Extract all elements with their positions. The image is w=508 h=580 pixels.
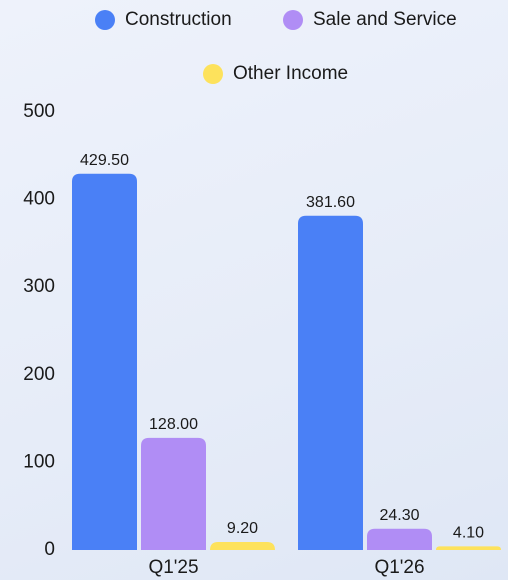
legend-swatch [283, 10, 303, 30]
value-label: 24.30 [379, 507, 419, 524]
legend-swatch [203, 64, 223, 84]
x-tick-label: Q1'25 [148, 557, 198, 578]
value-label: 128.00 [149, 416, 198, 433]
bar [436, 546, 501, 550]
legend-swatch [95, 10, 115, 30]
value-label: 9.20 [227, 520, 258, 537]
y-tick-label: 200 [23, 364, 55, 385]
bar [141, 437, 206, 550]
value-label: 381.60 [306, 194, 355, 211]
value-label: 429.50 [80, 152, 129, 169]
bar [298, 215, 363, 551]
value-label: 4.10 [453, 525, 484, 542]
y-tick-label: 100 [23, 451, 55, 472]
y-tick-label: 500 [23, 101, 55, 122]
legend-label: Other Income [233, 63, 348, 84]
x-tick-label: Q1'26 [374, 557, 424, 578]
bar [210, 541, 275, 550]
legend-label: Sale and Service [313, 9, 457, 30]
y-tick-label: 400 [23, 189, 55, 210]
y-tick-label: 300 [23, 276, 55, 297]
bar [72, 173, 137, 550]
bar [367, 528, 432, 550]
y-tick-label: 0 [44, 539, 55, 560]
legend-label: Construction [125, 9, 232, 30]
